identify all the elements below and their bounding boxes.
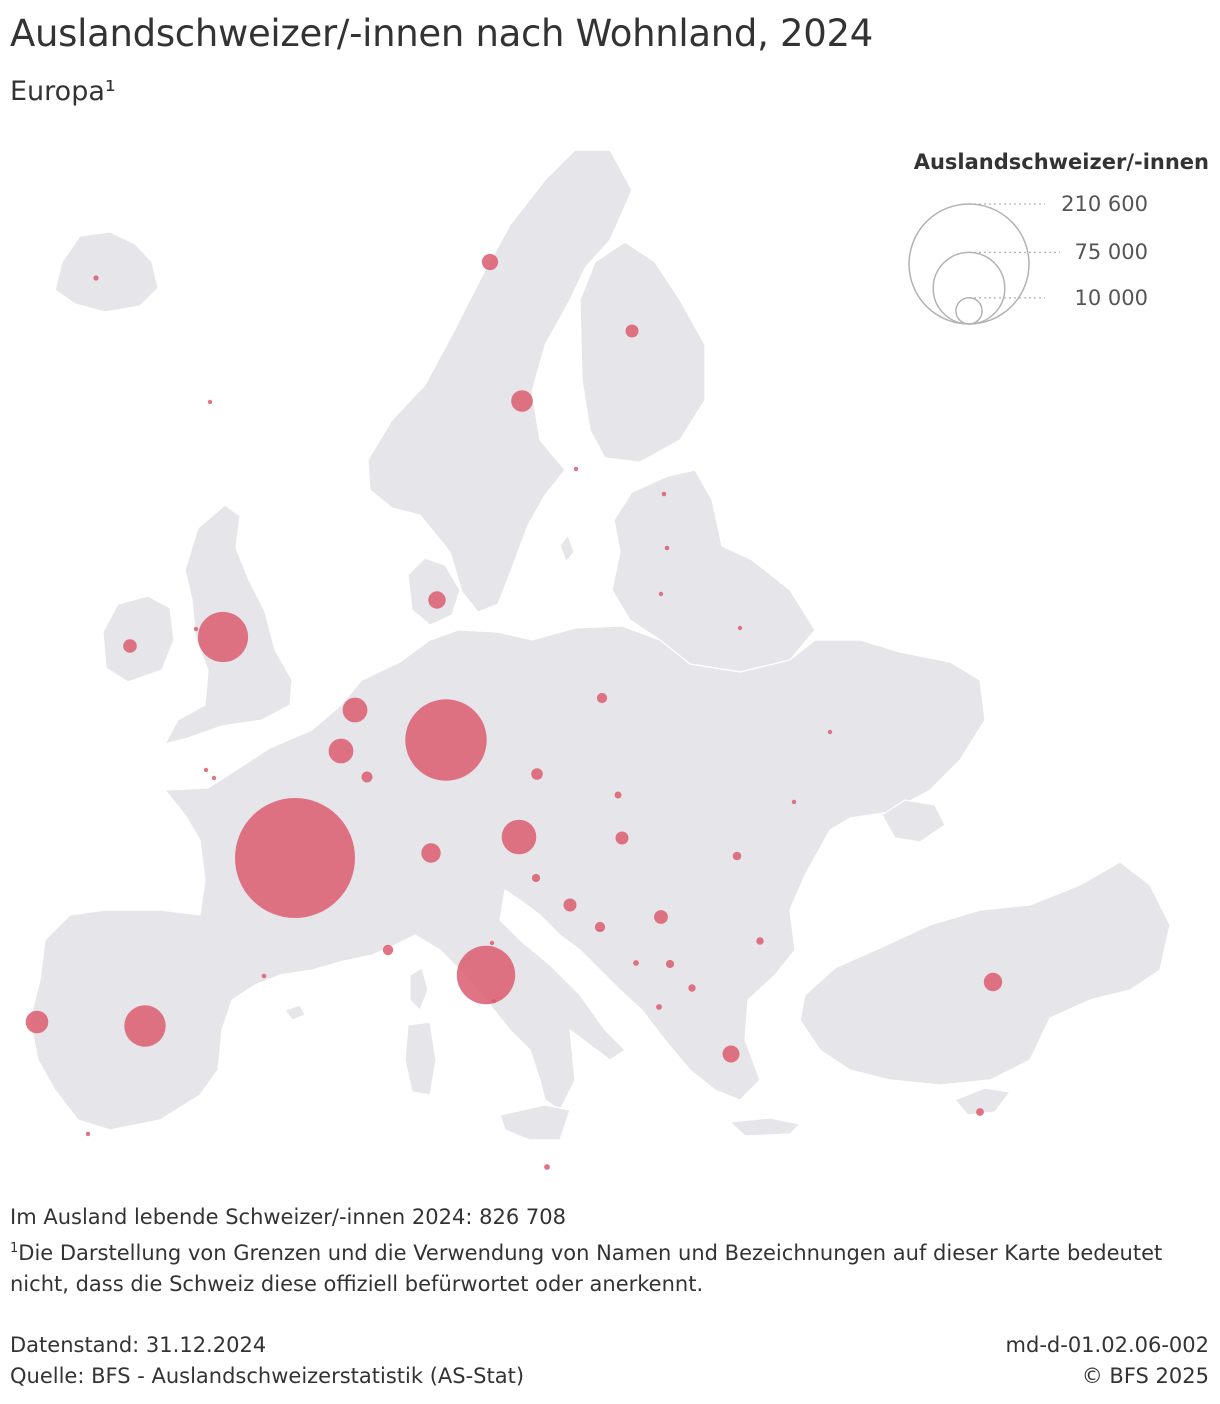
bubble-denmark — [428, 591, 446, 609]
bubble-uk — [197, 611, 249, 663]
legend-label-large: 210 600 — [1061, 192, 1148, 216]
land-denmark — [407, 557, 461, 626]
total-note: Im Ausland lebende Schweizer/-innen 2024… — [10, 1205, 566, 1229]
bubble-latvia — [664, 545, 670, 551]
bubble-italy — [456, 945, 516, 1005]
bubble-spain — [124, 1005, 166, 1047]
bubble-jersey — [211, 775, 217, 781]
bubble-croatia — [563, 898, 577, 912]
bubble-montenegro — [633, 960, 639, 966]
bubble-sweden — [511, 390, 533, 412]
legend-symbol — [908, 203, 1060, 325]
page-title: Auslandschweizer/-innen nach Wohnland, 2… — [10, 12, 873, 55]
land-iceland — [54, 231, 159, 313]
bubble-czechia — [531, 768, 543, 780]
bubble-ireland — [123, 639, 137, 653]
bubble-austria — [501, 819, 537, 855]
legend-label-small: 10 000 — [1074, 286, 1148, 310]
data-source: Quelle: BFS - Auslandschweizerstatistik … — [10, 1364, 525, 1388]
page-subtitle: Europa¹ — [10, 76, 116, 107]
bubble-ukraine — [827, 729, 833, 735]
bubble-albania — [656, 1004, 662, 1010]
bubble-moldova — [791, 799, 797, 805]
bubble-layer — [25, 253, 1003, 1170]
bubble-monaco — [382, 944, 394, 956]
land-crete — [728, 1117, 802, 1137]
bubble-gibraltar — [85, 1131, 91, 1137]
bubble-iceland — [93, 275, 99, 281]
bubble-slovakia — [614, 791, 622, 799]
land-crimea — [881, 799, 946, 843]
bubble-romania — [732, 851, 742, 861]
bubble-norway — [481, 253, 499, 271]
land-continental-europe — [29, 625, 986, 1131]
footnote: 1Die Darstellung von Grenzen und die Ver… — [10, 1233, 1200, 1300]
bubble-liechtenstein — [421, 843, 441, 863]
legend-circle-small — [955, 297, 983, 325]
notes: Im Ausland lebende Schweizer/-innen 2024… — [10, 1202, 1200, 1300]
bubble-malta — [544, 1164, 550, 1170]
footer-right: md-d-01.02.06-002 © BFS 2025 — [1006, 1330, 1209, 1392]
bubble-slovenia — [531, 873, 541, 883]
land-balearic — [284, 1004, 306, 1021]
data-date: Datenstand: 31.12.2024 — [10, 1333, 267, 1357]
footnote-mark: 1 — [10, 1241, 19, 1256]
bubble-bulgaria — [756, 937, 764, 945]
bubble-belarus — [737, 625, 743, 631]
bubble-hungary — [615, 831, 629, 845]
europe-map — [25, 149, 1171, 1170]
bubble-isle-of-man — [193, 626, 199, 632]
bubble-guernsey — [203, 767, 209, 773]
land-gotland — [559, 533, 575, 564]
bubble-serbia — [654, 910, 668, 924]
legend-circle-large — [908, 203, 1030, 325]
bubble-netherlands — [342, 697, 368, 723]
land-corsica — [409, 967, 429, 1012]
bubble-vatican — [491, 998, 497, 1004]
bubble-bosnia — [594, 921, 606, 933]
bubble-finland — [625, 324, 639, 338]
legend-label-medium: 75 000 — [1074, 240, 1148, 264]
bubble-north-macedonia — [688, 984, 696, 992]
bubble-turkey — [983, 972, 1003, 992]
land-finland — [579, 241, 706, 463]
legend-circle-medium — [932, 251, 1006, 325]
bubble-germany — [405, 699, 487, 781]
land-ireland — [102, 595, 175, 683]
bubble-kosovo — [665, 959, 675, 969]
bubble-portugal — [25, 1010, 49, 1034]
land-sardinia — [404, 1021, 437, 1096]
bubble-greece — [722, 1045, 740, 1063]
footnote-text: Die Darstellung von Grenzen und die Verw… — [10, 1241, 1163, 1296]
bubble-faroe-islands — [207, 399, 213, 405]
bubble-lithuania — [658, 591, 664, 597]
bubble-cyprus — [976, 1108, 984, 1116]
bubble-belgium — [328, 738, 354, 764]
bubble-estonia — [661, 491, 667, 497]
bubble-poland — [596, 692, 608, 704]
bubble-france — [235, 798, 355, 918]
land-turkey — [799, 861, 1171, 1086]
legend-title: Auslandschweizer/-innen — [913, 150, 1209, 174]
footer-left: Datenstand: 31.12.2024 Quelle: BFS - Aus… — [10, 1330, 524, 1392]
bubble-san-marino — [489, 940, 495, 946]
copyright: © BFS 2025 — [1081, 1364, 1209, 1388]
land-group — [29, 149, 1171, 1141]
land-sicily — [499, 1104, 571, 1141]
land-cyprus — [953, 1087, 1012, 1116]
bubble-luxembourg — [361, 771, 373, 783]
bubble-andorra — [261, 973, 267, 979]
map-code: md-d-01.02.06-002 — [1005, 1333, 1209, 1357]
land-scandinavia — [367, 149, 633, 613]
bubble-aland — [573, 466, 579, 472]
